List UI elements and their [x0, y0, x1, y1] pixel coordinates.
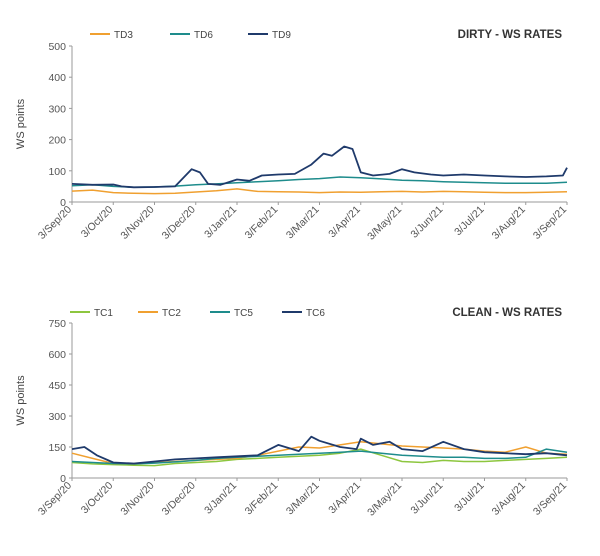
- x-tick-label: 3/Sep/21: [531, 204, 569, 242]
- x-tick-label: 3/Mar/21: [284, 204, 322, 242]
- x-tick-label: 3/Jan/21: [202, 204, 239, 241]
- legend-label-TC2: TC2: [162, 308, 181, 319]
- x-tick-label: 3/Sep/20: [36, 204, 74, 242]
- x-tick-label: 3/Jul/21: [452, 480, 487, 515]
- y-tick-label: 300: [48, 103, 66, 115]
- x-tick-label: 3/Sep/20: [36, 480, 74, 518]
- y-tick-label: 200: [48, 135, 66, 147]
- y-tick-label: 400: [48, 72, 66, 84]
- chart-panel-2: 0 150 300 450 600 750 3/Sep/20 3/Oct/20 3/Nov/20…: [15, 307, 569, 519]
- x-tick-label: 3/Jun/21: [408, 204, 445, 241]
- y-tick-label: 0: [60, 197, 66, 209]
- x-tick-label: 3/Jun/21: [408, 480, 445, 517]
- y-axis-label: WS points: [15, 375, 27, 426]
- x-tick-label: 3/Dec/20: [160, 204, 198, 242]
- y-tick-label: 150: [48, 442, 66, 454]
- series-line-TD9: [71, 145, 568, 189]
- series-line-TC5: [71, 448, 568, 465]
- y-tick-label: 100: [48, 166, 66, 178]
- series-line-TC6: [71, 435, 568, 465]
- x-tick-label: 3/Nov/20: [118, 204, 156, 242]
- series-line-TD3: [71, 188, 568, 195]
- series-line-TD6: [71, 176, 568, 189]
- x-tick-label: 3/May/21: [365, 204, 404, 243]
- legend-label-TC5: TC5: [234, 308, 253, 319]
- y-tick-label: 300: [48, 411, 66, 423]
- chart-title: CLEAN - WS RATES: [452, 307, 562, 319]
- x-tick-label: 3/Aug/21: [490, 204, 528, 242]
- y-tick-label: 600: [48, 349, 66, 361]
- x-tick-label: 3/May/21: [365, 480, 404, 519]
- y-axis-label: WS points: [15, 98, 27, 149]
- chart-panel-1: 0 100 200 300 400 500 3/Sep/20 3/Oct/20 3/Nov/20…: [15, 29, 569, 243]
- legend-label-TC6: TC6: [306, 308, 325, 319]
- x-tick-label: 3/Oct/20: [79, 204, 116, 241]
- y-tick-label: 750: [48, 318, 66, 330]
- x-tick-label: 3/Mar/21: [284, 480, 322, 518]
- x-tick-label: 3/Apr/21: [326, 204, 363, 241]
- x-tick-label: 3/Jan/21: [202, 480, 239, 517]
- y-tick-label: 450: [48, 380, 66, 392]
- chart-title: DIRTY - WS RATES: [458, 29, 563, 41]
- y-tick-label: 0: [60, 473, 66, 485]
- legend-label-TC1: TC1: [94, 308, 113, 319]
- x-tick-label: 3/Apr/21: [326, 480, 363, 517]
- legend-label-TD6: TD6: [194, 30, 213, 41]
- x-tick-label: 3/Nov/20: [118, 480, 156, 518]
- y-tick-label: 500: [48, 41, 66, 53]
- x-tick-label: 3/Oct/20: [79, 480, 116, 517]
- x-tick-label: 3/Feb/21: [243, 480, 281, 518]
- series-line-TC1: [71, 448, 568, 467]
- x-tick-label: 3/Aug/21: [490, 480, 528, 518]
- x-tick-label: 3/Feb/21: [243, 204, 281, 242]
- legend-label-TD9: TD9: [272, 30, 291, 41]
- x-tick-label: 3/Dec/20: [160, 480, 198, 518]
- x-tick-label: 3/Sep/21: [531, 480, 569, 518]
- legend-label-TD3: TD3: [114, 30, 133, 41]
- x-tick-label: 3/Jul/21: [452, 204, 487, 239]
